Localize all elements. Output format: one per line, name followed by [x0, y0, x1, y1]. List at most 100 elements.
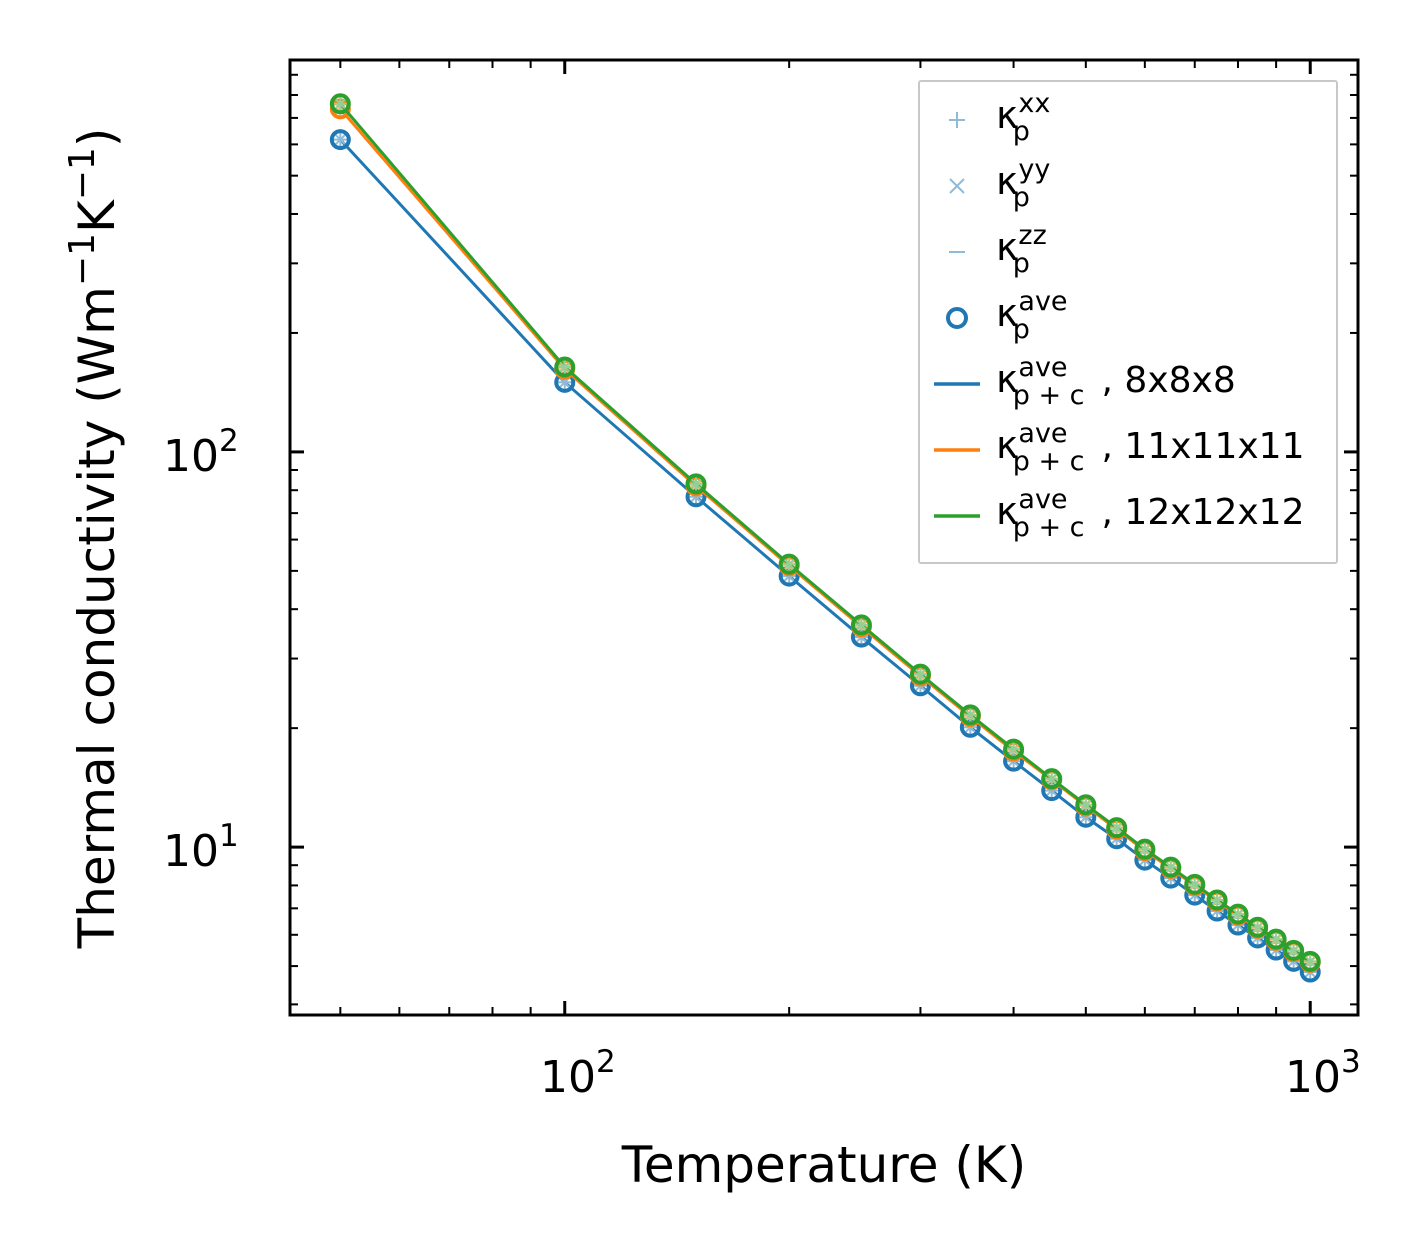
axis-ticks [290, 60, 1358, 1015]
legend-entry: κzz p [920, 222, 1336, 282]
point-cross-b [1044, 771, 1059, 786]
legend-kappa: κ [996, 291, 1019, 335]
point-cross-b [854, 618, 869, 632]
legend-sub: p [1012, 248, 1030, 279]
legend-sub: p + c [1012, 512, 1085, 543]
point-circle [1134, 838, 1156, 860]
point-circle [685, 473, 707, 495]
legend-sup: xx [1018, 88, 1051, 119]
legend-rest: , 11x11x11 [1101, 426, 1305, 467]
legend-kappa: κ [996, 423, 1019, 467]
point-circle [778, 553, 800, 575]
plus-mark [949, 112, 965, 128]
point-cross-b [1138, 842, 1152, 856]
legend-sub: p [1012, 314, 1030, 345]
legend-entry: κave p + c , 11x11x11 [920, 420, 1336, 480]
legend-sub: p + c [1012, 380, 1085, 411]
point-circle [1041, 768, 1063, 790]
legend-sup: yy [1018, 154, 1051, 185]
point-circle [959, 704, 981, 726]
point-cross-b [333, 132, 348, 147]
plot-marks [329, 93, 1321, 983]
legend-sup: ave [1018, 286, 1068, 317]
legend-entry: κave p + c , 12x12x12 [920, 486, 1336, 546]
point-cross-b [333, 97, 348, 111]
point-circle [1106, 817, 1128, 839]
point-cross-b [1286, 943, 1301, 958]
axes-frame [288, 58, 1360, 1017]
legend-entry: κave p + c , 8x8x8 [920, 354, 1336, 414]
legend-sub: p + c [1012, 446, 1085, 477]
x-tick-label-100: 102 [540, 1044, 616, 1103]
series-12x12x12 [329, 93, 1321, 972]
point-circle [329, 93, 351, 115]
legend-sup: ave [1018, 484, 1068, 515]
point-cross-b [1079, 798, 1093, 812]
x-tick-label-1000: 103 [1285, 1044, 1361, 1103]
point-circle [1227, 903, 1249, 925]
circle-mark [946, 307, 968, 329]
svg-text:102: 102 [163, 423, 239, 482]
point-circle [1247, 916, 1269, 938]
legend-plus-icon [949, 112, 965, 128]
legend-label: κave p + c , 12x12x12 [996, 486, 1305, 541]
legend-line-orange-icon [934, 448, 980, 452]
point-circle [1265, 928, 1287, 950]
y-axis-label: Thermal conductivity (Wm−1K−1) [62, 128, 126, 950]
point-circle [329, 129, 351, 151]
y-tick-label-10: 101 [163, 818, 239, 877]
point-circle [1283, 939, 1305, 961]
legend-sup: zz [1018, 220, 1047, 251]
point-circle [1160, 856, 1182, 878]
legend-label: κave p + c , 11x11x11 [996, 420, 1305, 475]
point-cross-b [1231, 907, 1245, 921]
point-circle [909, 663, 931, 685]
legend-label: κave p + c , 8x8x8 [996, 354, 1236, 409]
point-cross-b [963, 708, 978, 722]
svg-text:102: 102 [540, 1044, 616, 1103]
legend-entry: κave p [920, 288, 1336, 348]
point-cross-b [1164, 860, 1178, 874]
svg-text:101: 101 [163, 818, 239, 877]
legend-label: κave p [996, 288, 1072, 343]
point-cross-b [689, 477, 703, 491]
point-circle [1003, 738, 1025, 760]
point-cross-b [1188, 877, 1202, 892]
legend-kappa: κ [996, 357, 1019, 401]
legend-line-blue-icon [934, 382, 980, 386]
cross-mark [949, 178, 965, 194]
legend-kappa: κ [996, 489, 1019, 533]
point-cross-b [1250, 920, 1265, 934]
point-circle [1184, 873, 1206, 895]
legend-sub: p [1012, 182, 1030, 213]
legend-sup: ave [1018, 352, 1068, 383]
legend-kappa: κ [996, 93, 1019, 137]
legend-sup: ave [1018, 418, 1068, 449]
point-cross-b [1210, 893, 1224, 907]
point-cross-b [558, 360, 572, 374]
legend-entry: κyy p [920, 156, 1336, 216]
point-cross-b [1109, 820, 1124, 835]
legend-dash-icon [949, 251, 965, 253]
y-tick-label-100: 102 [163, 423, 239, 482]
legend-kappa: κ [996, 159, 1019, 203]
point-cross-b [1006, 742, 1021, 756]
point-circle [1299, 950, 1321, 972]
legend-label: κxx p [996, 90, 1054, 145]
legend: κxx p κyy p κzz p κave p κave p + c, 8x8x8 κave p +… [918, 80, 1338, 564]
legend-line-green-icon [934, 514, 980, 518]
legend-circle-icon [946, 307, 968, 329]
legend-entry: κxx p [920, 90, 1336, 150]
legend-rest: , 8x8x8 [1101, 360, 1236, 401]
point-cross-b [782, 557, 796, 571]
point-cross-b [1303, 954, 1317, 969]
legend-label: κyy p [996, 156, 1054, 211]
legend-sub: p [1012, 116, 1030, 147]
legend-label: κzz p [996, 222, 1051, 277]
x-axis-label: Temperature (K) [621, 1136, 1026, 1194]
legend-kappa: κ [996, 225, 1019, 269]
point-cross-b [1269, 932, 1283, 946]
point-circle [1206, 889, 1228, 911]
legend-rest: , 12x12x12 [1101, 492, 1305, 533]
